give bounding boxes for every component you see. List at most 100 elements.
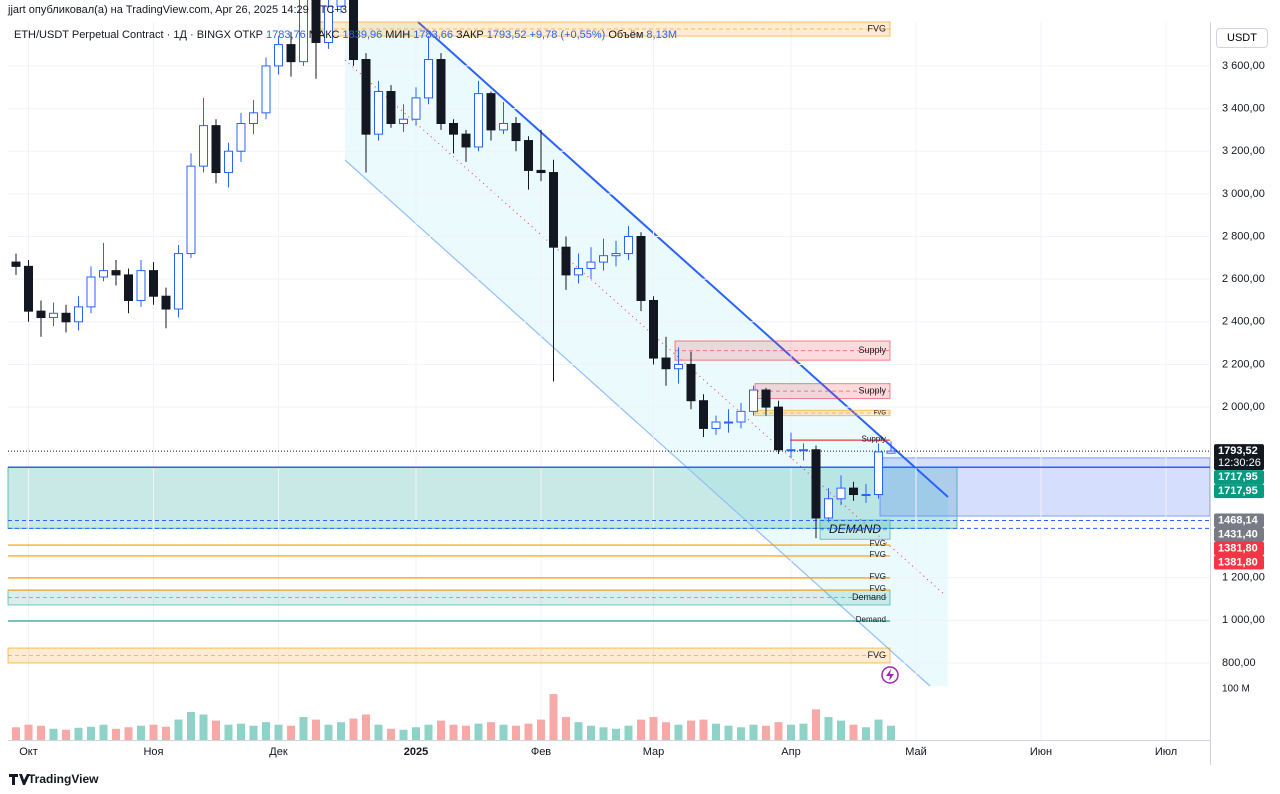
volume-bar bbox=[674, 724, 683, 740]
candle-body bbox=[186, 165, 196, 255]
volume: 8,13M bbox=[646, 29, 677, 41]
low: 1783,66 bbox=[413, 29, 454, 41]
price-badge-label: 1468,14 bbox=[1218, 514, 1259, 526]
volume-tick-label: 100 M bbox=[1222, 684, 1250, 695]
high-label: МАКС bbox=[308, 29, 340, 41]
volume-bar bbox=[787, 724, 795, 740]
candle-body bbox=[236, 122, 246, 152]
candle-body bbox=[749, 389, 758, 412]
level-label: Supply bbox=[862, 434, 886, 443]
candle-body bbox=[349, 0, 358, 61]
volume-bar bbox=[649, 717, 658, 740]
volume-bar bbox=[537, 719, 545, 740]
volume-bar bbox=[799, 723, 808, 740]
volume-bar bbox=[362, 714, 370, 740]
volume-bar bbox=[612, 728, 620, 740]
candle-body bbox=[361, 59, 371, 135]
change: +9,78 (+0,55%) bbox=[529, 29, 606, 41]
close-label: ЗАКР bbox=[456, 29, 484, 41]
volume bbox=[12, 694, 895, 740]
zone-label: DEMAND bbox=[829, 522, 881, 536]
volume-bar bbox=[487, 722, 495, 740]
candle-body bbox=[124, 274, 133, 301]
candle-body bbox=[561, 246, 571, 276]
volume-bar bbox=[199, 714, 208, 740]
volume-bar bbox=[699, 719, 708, 740]
volume-bar bbox=[662, 722, 670, 740]
zone-label: Demand bbox=[852, 592, 886, 602]
candle-body bbox=[586, 261, 596, 269]
volume-bar bbox=[124, 727, 133, 740]
price-badge bbox=[1214, 513, 1264, 528]
volume-bar bbox=[512, 725, 520, 740]
candle-body bbox=[549, 172, 558, 248]
volume-bar bbox=[174, 719, 183, 740]
x-tick-label: Дек bbox=[269, 746, 288, 758]
candle-body bbox=[461, 133, 471, 148]
candle-body bbox=[324, 5, 333, 43]
y-tick-label: 2 200,00 bbox=[1222, 358, 1265, 370]
candle-body bbox=[599, 255, 608, 263]
y-tick-label: 2 400,00 bbox=[1222, 316, 1265, 328]
high: 1839,96 bbox=[342, 29, 383, 41]
zone-label: FVG bbox=[867, 650, 886, 660]
candle-body bbox=[611, 253, 621, 257]
y-tick-label: 2 600,00 bbox=[1222, 273, 1265, 285]
candle-body bbox=[374, 91, 383, 135]
candle-body bbox=[286, 44, 296, 63]
zones: FVGSupplySupplyFVGDemandFVGDEMANDSupplyF… bbox=[7, 21, 1210, 664]
candle-body bbox=[49, 312, 58, 319]
candle-body bbox=[511, 122, 521, 142]
y-tick-label: 3 600,00 bbox=[1222, 60, 1265, 72]
level-label: FVG bbox=[870, 539, 886, 548]
candle-body bbox=[736, 410, 746, 423]
candle-body bbox=[486, 93, 496, 131]
volume-bar bbox=[224, 724, 233, 740]
candle-body bbox=[311, 0, 321, 43]
x-tick-label: 2025 bbox=[404, 746, 428, 758]
y-tick-label: 800,00 bbox=[1222, 657, 1256, 669]
price-badge bbox=[1214, 555, 1264, 570]
candle-body bbox=[199, 125, 208, 167]
price-axis-bg bbox=[1210, 0, 1280, 794]
channel-fill bbox=[345, 22, 948, 686]
volume-label: Объём bbox=[608, 29, 644, 41]
volume-bar bbox=[212, 720, 220, 740]
candle-body bbox=[886, 450, 896, 454]
volume-bar bbox=[62, 729, 70, 740]
alert-bolt bbox=[886, 669, 894, 681]
y-tick-label: 2 000,00 bbox=[1222, 401, 1265, 413]
volume-bar bbox=[399, 729, 408, 740]
price-badge-label: 1431,40 bbox=[1218, 528, 1258, 540]
candle-body bbox=[11, 261, 21, 267]
volume-bar bbox=[474, 723, 483, 740]
currency-button[interactable]: USDT bbox=[1216, 28, 1268, 48]
level-label: FVG bbox=[870, 572, 886, 581]
close: 1793,52 bbox=[486, 29, 527, 41]
candle-body bbox=[524, 140, 533, 171]
channel-bottom bbox=[344, 159, 931, 687]
price-badge-time: 12:30:26 bbox=[1218, 457, 1261, 469]
x-tick-label: Июл bbox=[1155, 746, 1177, 758]
volume-bar bbox=[549, 694, 558, 740]
volume-bar bbox=[824, 717, 833, 740]
brand: TradingView bbox=[28, 772, 99, 786]
candle-body bbox=[774, 406, 783, 451]
volume-bar bbox=[599, 727, 608, 740]
candle-body bbox=[36, 310, 46, 319]
candle-body bbox=[249, 112, 258, 124]
x-tick-label: Мар bbox=[643, 746, 665, 758]
volume-bar bbox=[687, 720, 695, 740]
candle-body bbox=[574, 267, 583, 276]
volume-bar bbox=[337, 722, 345, 740]
volume-bar bbox=[737, 727, 745, 740]
volume-bar bbox=[849, 724, 858, 740]
price-badge-label: 1717,95 bbox=[1218, 485, 1258, 497]
volume-bar bbox=[562, 717, 570, 740]
candle-body bbox=[661, 357, 671, 370]
candle-body bbox=[99, 270, 108, 278]
y-tick-label: 1 200,00 bbox=[1222, 572, 1265, 584]
candle-body bbox=[699, 400, 708, 429]
price-badge-label: 1793,52 bbox=[1218, 445, 1258, 457]
